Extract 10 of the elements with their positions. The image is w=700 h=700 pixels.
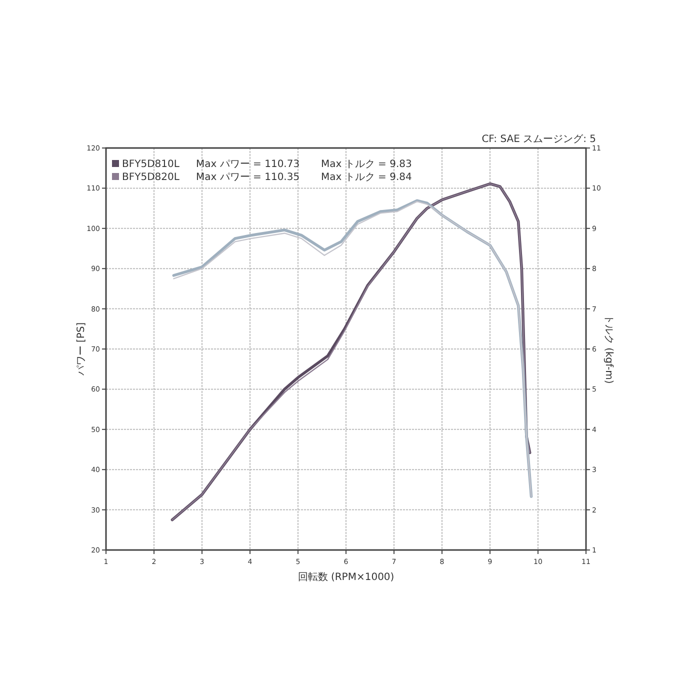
annotation: Max パワー = 110.73 [196,159,300,170]
legend-label: BFY5D820L [122,172,180,183]
y-axis-title: パワー [PS] [76,322,87,377]
annotation: Max トルク = 9.83 [321,159,412,170]
text: CF: SAE スムージング: 5 [482,134,596,145]
annotation: Max パワー = 110.35 [196,172,300,183]
legend-label: BFY5D810L [122,159,180,170]
y2-axis-title: トルク (kgf-m) [603,314,614,384]
annotation: Max トルク = 9.84 [321,172,412,183]
x-axis-title: 回転数 (RPM×1000) [298,572,394,583]
